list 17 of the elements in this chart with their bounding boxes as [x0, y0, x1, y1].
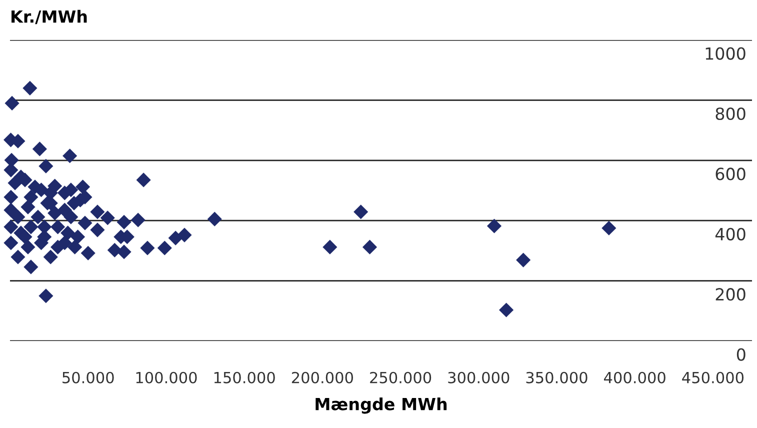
- y-tick-label: 800: [716, 107, 746, 120]
- x-tick-label: 450.000: [682, 372, 744, 384]
- x-tick-label: 250.000: [370, 372, 432, 384]
- y-tick-label: 1000: [706, 47, 746, 60]
- x-axis-title: Mængde MWh: [316, 397, 447, 414]
- x-tick-label: 150.000: [214, 372, 275, 384]
- y-tick-label: 400: [715, 228, 746, 240]
- x-tick-label: 200.000: [292, 372, 353, 384]
- y-tick-label: 0: [736, 348, 746, 361]
- x-tick-label: 100.000: [136, 372, 197, 384]
- y-tick-label: 200: [716, 288, 746, 301]
- x-tick-label: 50.000: [62, 372, 114, 384]
- x-tick-label: 300.000: [448, 372, 510, 384]
- x-tick-label: 400.000: [604, 372, 666, 384]
- x-tick-label: 350.000: [526, 372, 588, 384]
- y-axis-title: Kr./MWh: [12, 10, 87, 24]
- y-tick-label: 600: [716, 168, 746, 180]
